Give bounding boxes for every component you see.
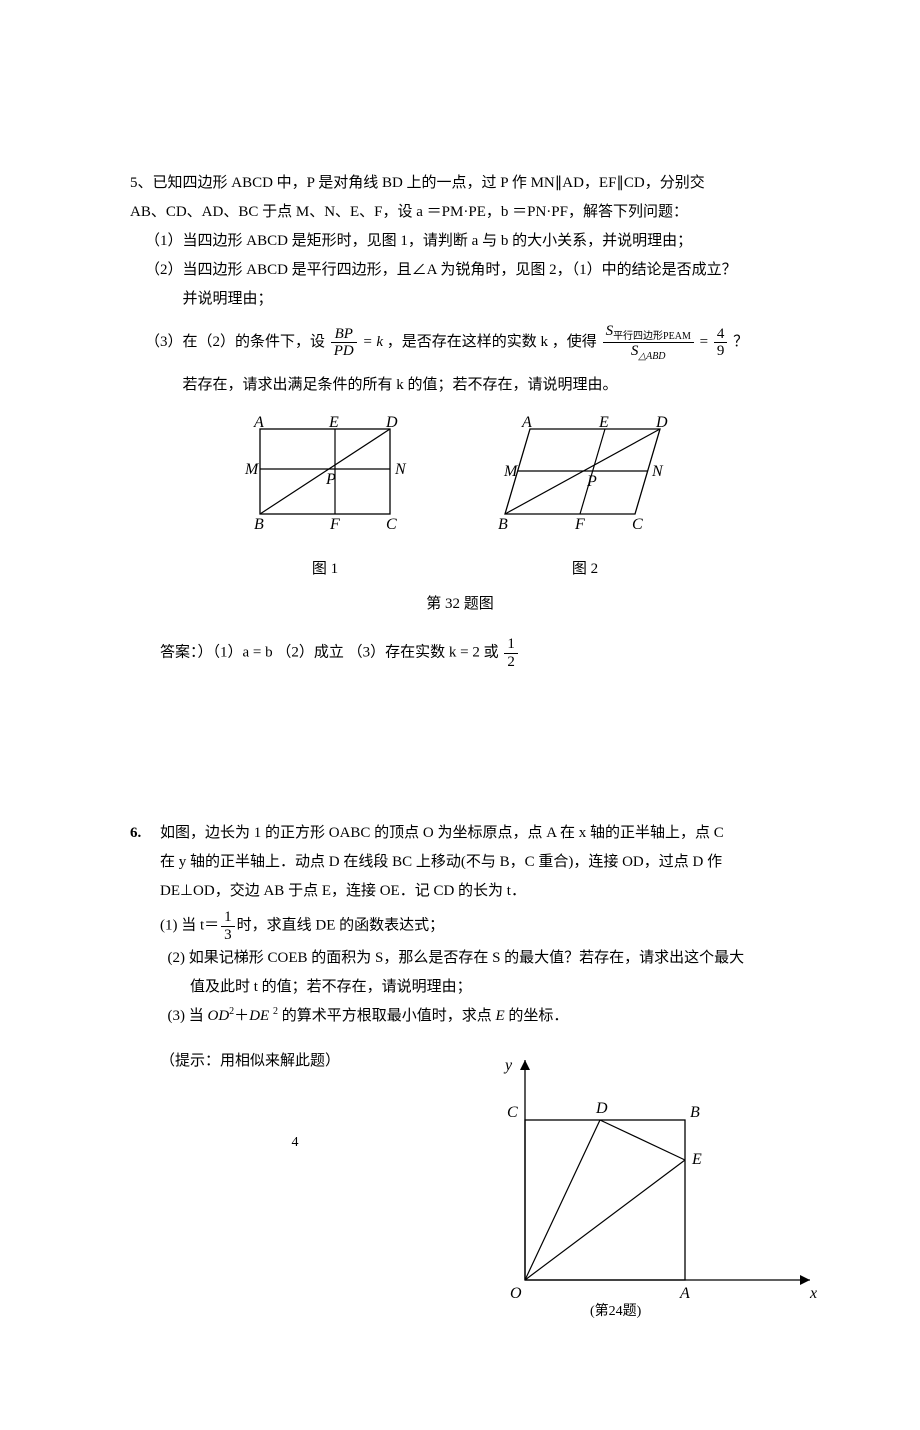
label-D: D bbox=[385, 414, 398, 431]
label-x: x bbox=[809, 1285, 817, 1302]
fig-q6-svg: y x O A C D B E (第24题) bbox=[470, 1050, 830, 1320]
label-P: P bbox=[325, 471, 336, 488]
label-B2: B bbox=[498, 516, 508, 533]
fig1-caption: 图 1 bbox=[230, 556, 420, 583]
q5-part3b: 若存在，请求出满足条件的所有 k 的值；若不存在，请说明理由。 bbox=[130, 372, 790, 399]
figure-2: A E D M N P B F C 图 2 bbox=[480, 414, 690, 583]
page: 5、已知四边形 ABCD 中，P 是对角线 BD 上的一点，过 P 作 MN∥A… bbox=[0, 0, 920, 1430]
label-M2: M bbox=[503, 463, 519, 480]
q6-part2a: (2) 如果记梯形 COEB 的面积为 S，那么是否存在 S 的最大值？若存在，… bbox=[160, 945, 790, 972]
label-C: C bbox=[386, 516, 397, 533]
q6-part3: (3) 当 OD2＋DE 2 的算术平方根取最小值时，求点 E 的坐标． bbox=[160, 1003, 790, 1030]
figure-q6: y x O A C D B E (第24题) bbox=[470, 1050, 830, 1330]
label-B6: B bbox=[690, 1104, 700, 1121]
label-F: F bbox=[329, 516, 340, 533]
fraction-1-2: 1 2 bbox=[504, 636, 518, 670]
q5-line1: 5、已知四边形 ABCD 中，P 是对角线 BD 上的一点，过 P 作 MN∥A… bbox=[130, 170, 790, 197]
q6-l2: 在 y 轴的正半轴上．动点 D 在线段 BC 上移动(不与 B，C 重合)，连接… bbox=[160, 849, 790, 876]
q6-l3: DE⊥OD，交边 AB 于点 E，连接 OE．记 CD 的长为 t． bbox=[160, 878, 790, 905]
label-y: y bbox=[503, 1057, 513, 1074]
fig2-caption: 图 2 bbox=[480, 556, 690, 583]
q5-part2b: 并说明理由； bbox=[130, 286, 790, 313]
label-P2: P bbox=[586, 473, 597, 490]
label-E6: E bbox=[691, 1151, 702, 1168]
page-number: 4 bbox=[130, 1130, 460, 1155]
fig2-svg: A E D M N P B F C bbox=[480, 414, 690, 544]
q6-part2b: 值及此时 t 的值；若不存在，请说明理由； bbox=[160, 974, 790, 1001]
fig1-svg: A E D M N P B F C bbox=[230, 414, 420, 544]
label-F2: F bbox=[574, 516, 585, 533]
fig-q6-caption: (第24题) bbox=[590, 1302, 642, 1319]
label-C6: C bbox=[507, 1104, 518, 1121]
label-O: O bbox=[510, 1285, 522, 1302]
label-M: M bbox=[244, 461, 260, 478]
label-A2: A bbox=[521, 414, 532, 431]
label-A6: A bbox=[679, 1285, 690, 1302]
q5-line2: AB、CD、AD、BC 于点 M、N、E、F，设 a ＝PM·PE，b ＝PN·… bbox=[130, 199, 790, 226]
q5-part3a: （3）在（2）的条件下，设 BP PD = k ，是否存在这样的实数 k ，使得… bbox=[130, 323, 790, 362]
q6-part1: (1) 当 t＝ 1 3 时，求直线 DE 的函数表达式； bbox=[160, 909, 790, 943]
label-A: A bbox=[253, 414, 264, 431]
fraction-bp-pd: BP PD bbox=[331, 326, 357, 360]
fraction-4-9: 4 9 bbox=[714, 326, 728, 360]
q5-answer: 答案：）（1）a = b （2）成立 （3）存在实数 k = 2 或 1 2 bbox=[130, 636, 790, 670]
label-E: E bbox=[328, 414, 339, 431]
figure-row: A E D M N P B F C 图 1 bbox=[130, 414, 790, 583]
q5-part1: （1）当四边形 ABCD 是矩形时，见图 1，请判断 a 与 b 的大小关系，并… bbox=[130, 228, 790, 255]
label-C2: C bbox=[632, 516, 643, 533]
figure-1: A E D M N P B F C 图 1 bbox=[230, 414, 420, 583]
label-N: N bbox=[394, 461, 407, 478]
label-D2: D bbox=[655, 414, 668, 431]
fig-main-caption: 第 32 题图 bbox=[130, 591, 790, 618]
q6-number: 6. bbox=[130, 820, 160, 847]
label-E2: E bbox=[598, 414, 609, 431]
question-5: 5、已知四边形 ABCD 中，P 是对角线 BD 上的一点，过 P 作 MN∥A… bbox=[130, 170, 790, 670]
label-N2: N bbox=[651, 463, 664, 480]
label-D6: D bbox=[595, 1100, 608, 1117]
q5-part2a: （2）当四边形 ABCD 是平行四边形，且∠A 为锐角时，见图 2，（1）中的结… bbox=[130, 257, 790, 284]
fraction-s-ratio: S平行四边形PEAM S△ABD bbox=[603, 323, 694, 362]
fraction-1-3: 1 3 bbox=[221, 909, 235, 943]
q6-l1: 如图，边长为 1 的正方形 OABC 的顶点 O 为坐标原点，点 A 在 x 轴… bbox=[160, 820, 790, 847]
label-B: B bbox=[254, 516, 264, 533]
